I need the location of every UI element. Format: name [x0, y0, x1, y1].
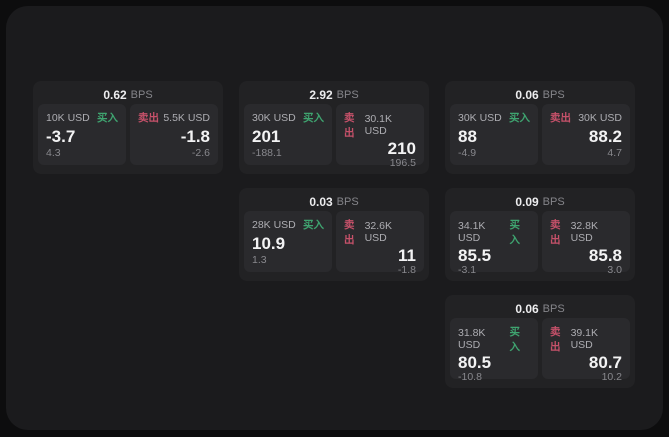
- buy-delta: -188.1: [252, 147, 282, 159]
- bps-unit: BPS: [542, 88, 565, 101]
- sell-price: 85.8: [588, 246, 622, 265]
- app-window: 0.62 BPS 10K USD 买入 -3.7 4.3 卖出 5.5K USD: [6, 6, 663, 430]
- buy-panel[interactable]: 10K USD 买入 -3.7 4.3: [38, 104, 126, 165]
- sell-amount: 30.1K USD: [364, 113, 393, 137]
- buy-panel[interactable]: 30K USD 买入 88 -4.9: [450, 104, 538, 165]
- buy-amount: 30K USD: [458, 111, 502, 124]
- sell-delta: -1.8: [397, 264, 416, 276]
- bps-header: 0.09 BPS: [450, 192, 630, 211]
- quote-card: 0.06 BPS 30K USD 买入 88 -4.9 卖出 30K USD: [445, 81, 635, 174]
- buy-amount: 34.1K USD: [458, 220, 486, 244]
- sell-panel[interactable]: 卖出 32.6K USD 11 -1.8: [336, 211, 424, 276]
- buy-side-label: 买入: [509, 326, 520, 353]
- quote-card: 0.62 BPS 10K USD 买入 -3.7 4.3 卖出 5.5K USD: [33, 81, 223, 174]
- sell-delta: -2.6: [191, 147, 210, 159]
- buy-side-label: 买入: [97, 112, 118, 124]
- buy-price: 85.5: [458, 246, 492, 265]
- bps-unit: BPS: [130, 88, 153, 101]
- sell-side-label: 卖出: [138, 112, 159, 124]
- buy-amount: 10K USD: [46, 111, 90, 124]
- sell-panel[interactable]: 卖出 30K USD 88.2 4.7: [542, 104, 630, 165]
- buy-panel[interactable]: 28K USD 买入 10.9 1.3: [244, 211, 332, 272]
- sell-delta: 10.2: [601, 371, 622, 383]
- buy-delta: -4.9: [458, 147, 477, 159]
- bps-unit: BPS: [336, 195, 359, 208]
- buy-delta: -10.8: [458, 371, 482, 383]
- buy-price: -3.7: [46, 126, 76, 146]
- bps-header: 0.03 BPS: [244, 192, 424, 211]
- buy-price: 10.9: [252, 233, 286, 253]
- bps-unit: BPS: [542, 302, 565, 315]
- quote-card: 0.06 BPS 31.8K USD 买入 80.5 -10.8 卖出 39.1…: [445, 295, 635, 388]
- bps-value: 0.03: [309, 194, 333, 209]
- quote-grid: 0.62 BPS 10K USD 买入 -3.7 4.3 卖出 5.5K USD: [33, 81, 635, 388]
- buy-delta: 1.3: [252, 254, 267, 266]
- sell-panel[interactable]: 卖出 32.8K USD 85.8 3.0: [542, 211, 630, 276]
- buy-delta: -3.1: [458, 264, 477, 276]
- sell-delta: 3.0: [607, 264, 622, 276]
- sell-price: 80.7: [588, 353, 622, 372]
- bps-header: 0.06 BPS: [450, 299, 630, 318]
- buy-panel[interactable]: 30K USD 买入 201 -188.1: [244, 104, 332, 165]
- bps-header: 0.06 BPS: [450, 85, 630, 104]
- sell-amount: 32.6K USD: [364, 220, 393, 244]
- sell-amount: 5.5K USD: [163, 111, 210, 124]
- sell-delta: 4.7: [607, 147, 622, 159]
- sell-side-label: 卖出: [344, 219, 355, 246]
- buy-panel[interactable]: 31.8K USD 买入 80.5 -10.8: [450, 318, 538, 383]
- bps-unit: BPS: [336, 88, 359, 101]
- buy-amount: 30K USD: [252, 111, 296, 124]
- buy-price: 80.5: [458, 353, 492, 372]
- bps-unit: BPS: [542, 195, 565, 208]
- buy-price: 201: [252, 126, 281, 146]
- buy-side-label: 买入: [509, 112, 530, 124]
- buy-price: 88: [458, 126, 477, 146]
- sell-delta: 196.5: [389, 157, 416, 169]
- sell-amount: 39.1K USD: [570, 327, 599, 351]
- sell-side-label: 卖出: [550, 326, 561, 353]
- quote-card: 0.09 BPS 34.1K USD 买入 85.5 -3.1 卖出 32.8K…: [445, 188, 635, 281]
- sell-panel[interactable]: 卖出 30.1K USD 210 196.5: [336, 104, 424, 169]
- bps-value: 0.06: [515, 87, 539, 102]
- sell-amount: 32.8K USD: [570, 220, 599, 244]
- bps-value: 2.92: [309, 87, 333, 102]
- buy-delta: 4.3: [46, 147, 61, 159]
- buy-side-label: 买入: [303, 112, 324, 124]
- buy-side-label: 买入: [303, 219, 324, 231]
- buy-panel[interactable]: 34.1K USD 买入 85.5 -3.1: [450, 211, 538, 276]
- sell-amount: 30K USD: [578, 111, 622, 124]
- bps-value: 0.62: [103, 87, 127, 102]
- bps-header: 0.62 BPS: [38, 85, 218, 104]
- buy-amount: 28K USD: [252, 218, 296, 231]
- sell-side-label: 卖出: [550, 112, 571, 124]
- sell-price: 88.2: [588, 126, 622, 146]
- buy-side-label: 买入: [509, 219, 520, 246]
- sell-price: 11: [398, 246, 416, 265]
- sell-panel[interactable]: 卖出 5.5K USD -1.8 -2.6: [130, 104, 218, 165]
- sell-price: 210: [387, 139, 416, 158]
- quote-card: 2.92 BPS 30K USD 买入 201 -188.1 卖出 30.1K …: [239, 81, 429, 174]
- sell-price: -1.8: [180, 126, 210, 146]
- sell-panel[interactable]: 卖出 39.1K USD 80.7 10.2: [542, 318, 630, 383]
- bps-value: 0.09: [515, 194, 539, 209]
- buy-amount: 31.8K USD: [458, 327, 486, 351]
- bps-value: 0.06: [515, 301, 539, 316]
- quote-card: 0.03 BPS 28K USD 买入 10.9 1.3 卖出 32.6K US…: [239, 188, 429, 281]
- sell-side-label: 卖出: [344, 112, 355, 139]
- sell-side-label: 卖出: [550, 219, 561, 246]
- bps-header: 2.92 BPS: [244, 85, 424, 104]
